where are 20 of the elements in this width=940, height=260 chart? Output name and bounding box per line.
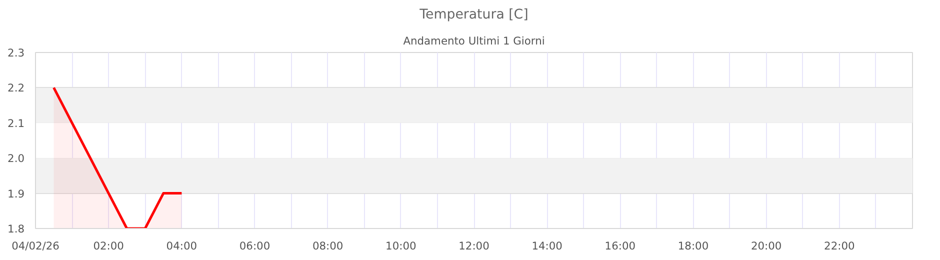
x-tick-label: 02:00 xyxy=(93,240,124,252)
y-tick-label: 2.2 xyxy=(8,82,25,95)
x-tick-label: 20:00 xyxy=(750,240,782,252)
x-tick-label: 12:00 xyxy=(458,240,490,252)
y-tick-label: 2.3 xyxy=(8,46,25,60)
x-tick-label: 10:00 xyxy=(386,240,416,252)
x-tick-label: 06:00 xyxy=(239,240,270,252)
chart-subtitle: Andamento Ultimi 1 Giorni xyxy=(403,34,545,48)
x-tick-label: 14:00 xyxy=(532,240,563,252)
x-tick-label: 04/02/26 xyxy=(12,240,60,252)
y-tick-label: 1.8 xyxy=(8,222,25,236)
x-tick-label: 04:00 xyxy=(166,240,198,252)
chart-title: Temperatura [C] xyxy=(418,8,528,22)
y-tick-label: 2.0 xyxy=(8,152,25,166)
x-tick-label: 22:00 xyxy=(824,240,855,252)
x-tick-label: 18:00 xyxy=(678,240,709,252)
x-tick-label: 08:00 xyxy=(312,240,344,252)
y-tick-label: 1.9 xyxy=(8,187,25,200)
x-tick-label: 16:00 xyxy=(604,240,636,252)
y-tick-label: 2.1 xyxy=(8,116,25,130)
